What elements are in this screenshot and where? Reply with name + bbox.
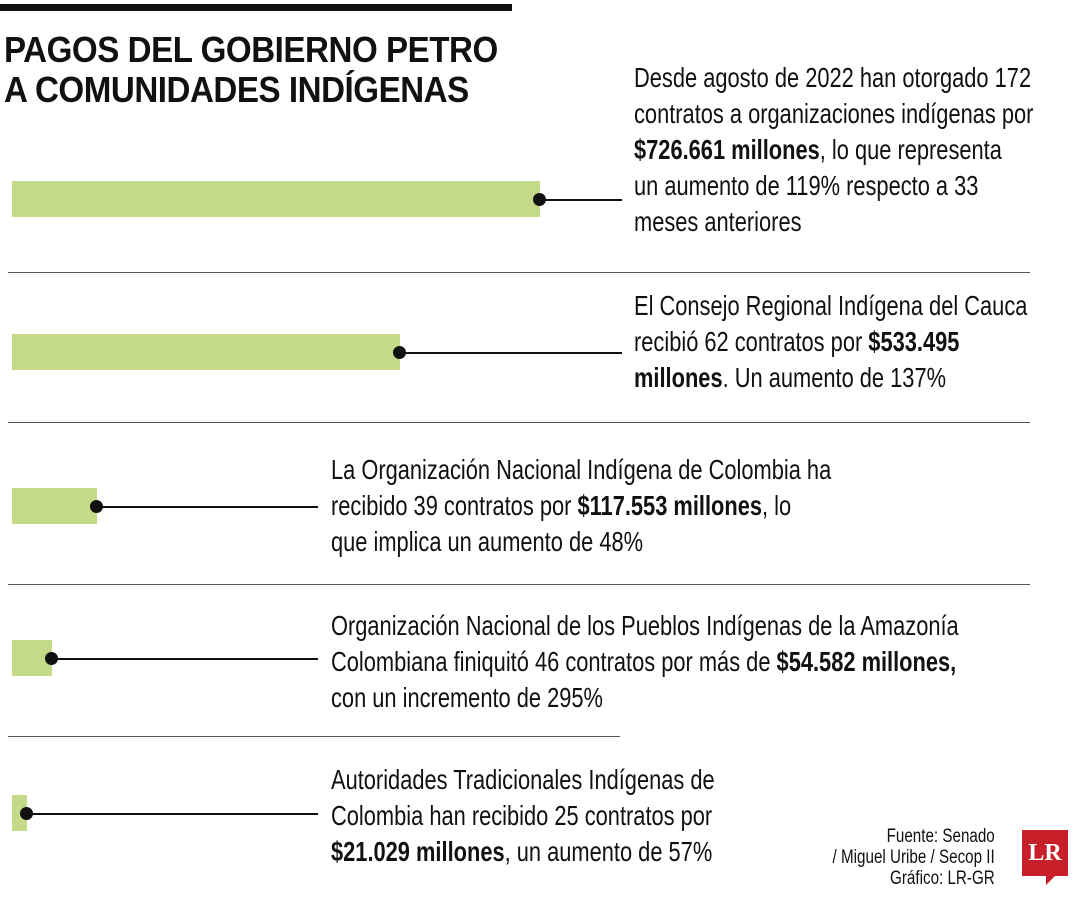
leader-line (27, 813, 318, 815)
lr-logo: LR (1022, 830, 1068, 885)
highlight-amount: $726.661 millones (634, 134, 820, 165)
highlight-amount: millones (634, 362, 723, 393)
bar-annotation: Desde agosto de 2022 han otorgado 172 con… (634, 60, 1033, 240)
highlight-amount: $117.553 millones (577, 490, 763, 521)
bar (12, 488, 98, 524)
annotation-line: $21.029 millones, un aumento de 57% (331, 834, 715, 870)
annotation-line: Colombia han recibido 25 contratos por (331, 798, 715, 834)
row-divider (8, 272, 1030, 273)
annotation-text: Organización Nacional de los Pueblos Ind… (331, 610, 959, 641)
bar-annotation: El Consejo Regional Indígena del Cauca re… (634, 288, 1027, 396)
annotation-line: recibió 62 contratos por $533.495 (634, 324, 1027, 360)
title-line: A COMUNIDADES INDÍGENAS (4, 69, 469, 110)
row-divider (8, 422, 1030, 423)
annotation-line: La Organización Nacional Indígena de Col… (331, 452, 831, 488)
annotation-line: El Consejo Regional Indígena del Cauca (634, 288, 1027, 324)
annotation-text: meses anteriores (634, 206, 802, 237)
source-line: Fuente: Senado (886, 826, 995, 847)
row-divider (8, 584, 1030, 585)
annotation-text: Autoridades Tradicionales Indígenas de (331, 764, 715, 795)
annotation-line: recibido 39 contratos por $117.553 millo… (331, 488, 831, 524)
annotation-text: contratos a organizaciones indígenas por (634, 98, 1034, 129)
annotation-text: , un aumento de 57% (504, 836, 713, 867)
highlight-amount: $533.495 (868, 326, 960, 357)
source-line: Gráfico: LR-GR (890, 868, 995, 889)
annotation-line: con un incremento de 295% (331, 680, 959, 716)
annotation-line: millones. Un aumento de 137% (634, 360, 1027, 396)
bar (12, 795, 28, 831)
annotation-text: Colombia han recibido 25 contratos por (331, 800, 713, 831)
highlight-amount: $54.582 millones, (776, 646, 957, 677)
leader-line (540, 199, 622, 201)
bar-end-dot (90, 500, 104, 513)
annotation-text: La Organización Nacional Indígena de Col… (331, 454, 832, 485)
annotation-text: recibido 39 contratos por (331, 490, 578, 521)
bar (12, 334, 400, 370)
annotation-text: , lo que representa (819, 134, 1002, 165)
bar-annotation: Organización Nacional de los Pueblos Ind… (331, 608, 959, 716)
bar-end-dot (44, 652, 58, 665)
leader-line (51, 658, 318, 660)
annotation-text: . Un aumento de 137% (722, 362, 947, 393)
annotation-text: El Consejo Regional Indígena del Cauca (634, 290, 1028, 321)
bar-end-dot (392, 346, 406, 359)
top-rule (0, 4, 512, 11)
highlight-amount: $21.029 millones (331, 836, 505, 867)
bar (12, 181, 540, 217)
annotation-text: Colombiana finiquitó 46 contratos por má… (331, 646, 777, 677)
annotation-line: Colombiana finiquitó 46 contratos por má… (331, 644, 959, 680)
annotation-line: un aumento de 119% respecto a 33 (634, 168, 1033, 204)
annotation-line: que implica un aumento de 48% (331, 524, 831, 560)
bar-annotation: La Organización Nacional Indígena de Col… (331, 452, 831, 560)
annotation-line: Organización Nacional de los Pueblos Ind… (331, 608, 959, 644)
bar-annotation: Autoridades Tradicionales Indígenas de Co… (331, 762, 715, 870)
annotation-text: con un incremento de 295% (331, 682, 603, 713)
annotation-line: Autoridades Tradicionales Indígenas de (331, 762, 715, 798)
annotation-text: recibió 62 contratos por (634, 326, 869, 357)
annotation-line: contratos a organizaciones indígenas por (634, 96, 1033, 132)
leader-line (97, 506, 318, 508)
source-line: / Miguel Uribe / Secop II (832, 847, 995, 868)
chart-title: PAGOS DEL GOBIERNO PETRO A COMUNIDADES I… (4, 30, 498, 110)
annotation-line: $726.661 millones, lo que representa (634, 132, 1033, 168)
annotation-text: , lo (762, 490, 792, 521)
annotation-text: Desde agosto de 2022 han otorgado 172 (634, 62, 1032, 93)
row-divider (8, 736, 620, 737)
annotation-text: un aumento de 119% respecto a 33 (634, 170, 979, 201)
annotation-text: que implica un aumento de 48% (331, 526, 644, 557)
annotation-line: meses anteriores (634, 204, 1033, 240)
annotation-line: Desde agosto de 2022 han otorgado 172 (634, 60, 1033, 96)
bar-end-dot (20, 807, 34, 820)
bar-end-dot (533, 193, 546, 206)
leader-line (399, 352, 622, 354)
title-line: PAGOS DEL GOBIERNO PETRO (4, 29, 498, 70)
source-note: Fuente: Senado / Miguel Uribe / Secop II… (833, 826, 995, 889)
